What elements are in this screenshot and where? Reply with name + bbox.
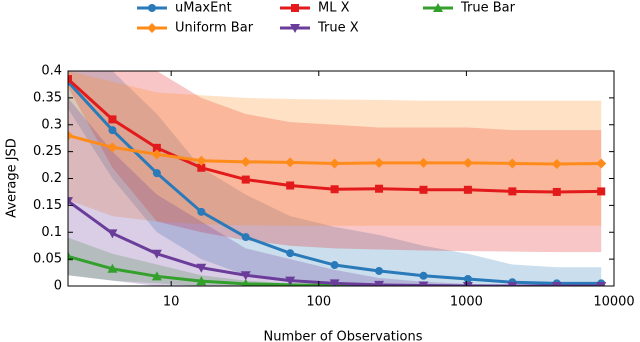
marker (596, 158, 607, 169)
y-tick-label: 0.05 (33, 252, 62, 267)
marker (197, 207, 206, 216)
y-tick-label: 0.4 (41, 64, 62, 79)
y-tick-label: 0 (54, 279, 62, 294)
marker (107, 263, 118, 273)
legend-marker (290, 24, 300, 33)
marker (196, 276, 207, 286)
marker (241, 278, 250, 286)
marker (151, 249, 162, 259)
marker (329, 158, 340, 169)
error-band (68, 71, 602, 286)
y-axis-label: Average JSD (5, 138, 20, 218)
marker (597, 187, 606, 196)
marker (463, 185, 472, 194)
marker (107, 229, 118, 239)
marker (418, 281, 429, 286)
legend-marker (147, 23, 157, 33)
marker (196, 263, 207, 273)
y-tick-label: 0.1 (41, 225, 62, 240)
legend-label: ML X (318, 1, 350, 16)
marker (151, 271, 162, 281)
marker (68, 130, 73, 141)
marker (68, 251, 73, 261)
legend-label: Uniform Bar (175, 21, 254, 36)
marker (507, 282, 518, 286)
marker (286, 181, 295, 190)
marker (197, 163, 206, 172)
marker (240, 271, 251, 281)
y-tick-label: 0.2 (41, 171, 62, 186)
marker (552, 187, 561, 196)
marker (462, 157, 473, 168)
marker (241, 175, 250, 184)
marker (508, 187, 517, 196)
marker (68, 75, 72, 84)
legend-label: True Bar (460, 1, 516, 16)
y-tick-label: 0.15 (33, 198, 62, 213)
marker (108, 115, 117, 124)
marker (330, 185, 339, 194)
marker (196, 155, 207, 166)
marker (596, 282, 607, 286)
marker (286, 249, 295, 258)
bands (68, 71, 602, 286)
lines (68, 75, 607, 286)
legend-marker (433, 3, 443, 12)
x-tick-label: 10000 (593, 295, 634, 310)
legend-label: True X (317, 21, 359, 36)
marker (419, 271, 428, 280)
x-axis-label: Number of Observations (264, 330, 423, 342)
marker (285, 157, 296, 168)
marker (551, 158, 562, 169)
marker (375, 184, 384, 193)
marker (330, 261, 339, 270)
error-band (68, 97, 602, 286)
marker (152, 169, 161, 178)
marker (107, 142, 118, 153)
marker (551, 282, 562, 286)
x-tick-label: 1000 (450, 295, 483, 310)
y-tick-label: 0.35 (33, 90, 62, 105)
y-tick-label: 0.3 (41, 117, 62, 132)
x-tick-label: 10 (163, 295, 180, 310)
y-tick-label: 0.25 (33, 144, 62, 159)
marker (419, 185, 428, 194)
marker (329, 279, 340, 286)
marker (152, 143, 161, 152)
marker (151, 149, 162, 160)
marker (375, 266, 384, 275)
legend-marker (148, 4, 156, 12)
marker (507, 158, 518, 169)
marker (68, 197, 73, 207)
marker (374, 157, 385, 168)
marker (418, 157, 429, 168)
legend: uMaxEnt ML X True Bar Uniform Bar True X (137, 1, 516, 36)
marker (374, 280, 385, 286)
marker (285, 276, 296, 286)
marker (240, 156, 251, 167)
marker (108, 126, 117, 135)
legend-label: uMaxEnt (175, 1, 232, 16)
marker (241, 233, 250, 242)
x-tick-label: 100 (306, 295, 331, 310)
marker (462, 282, 473, 286)
legend-marker (291, 4, 299, 12)
